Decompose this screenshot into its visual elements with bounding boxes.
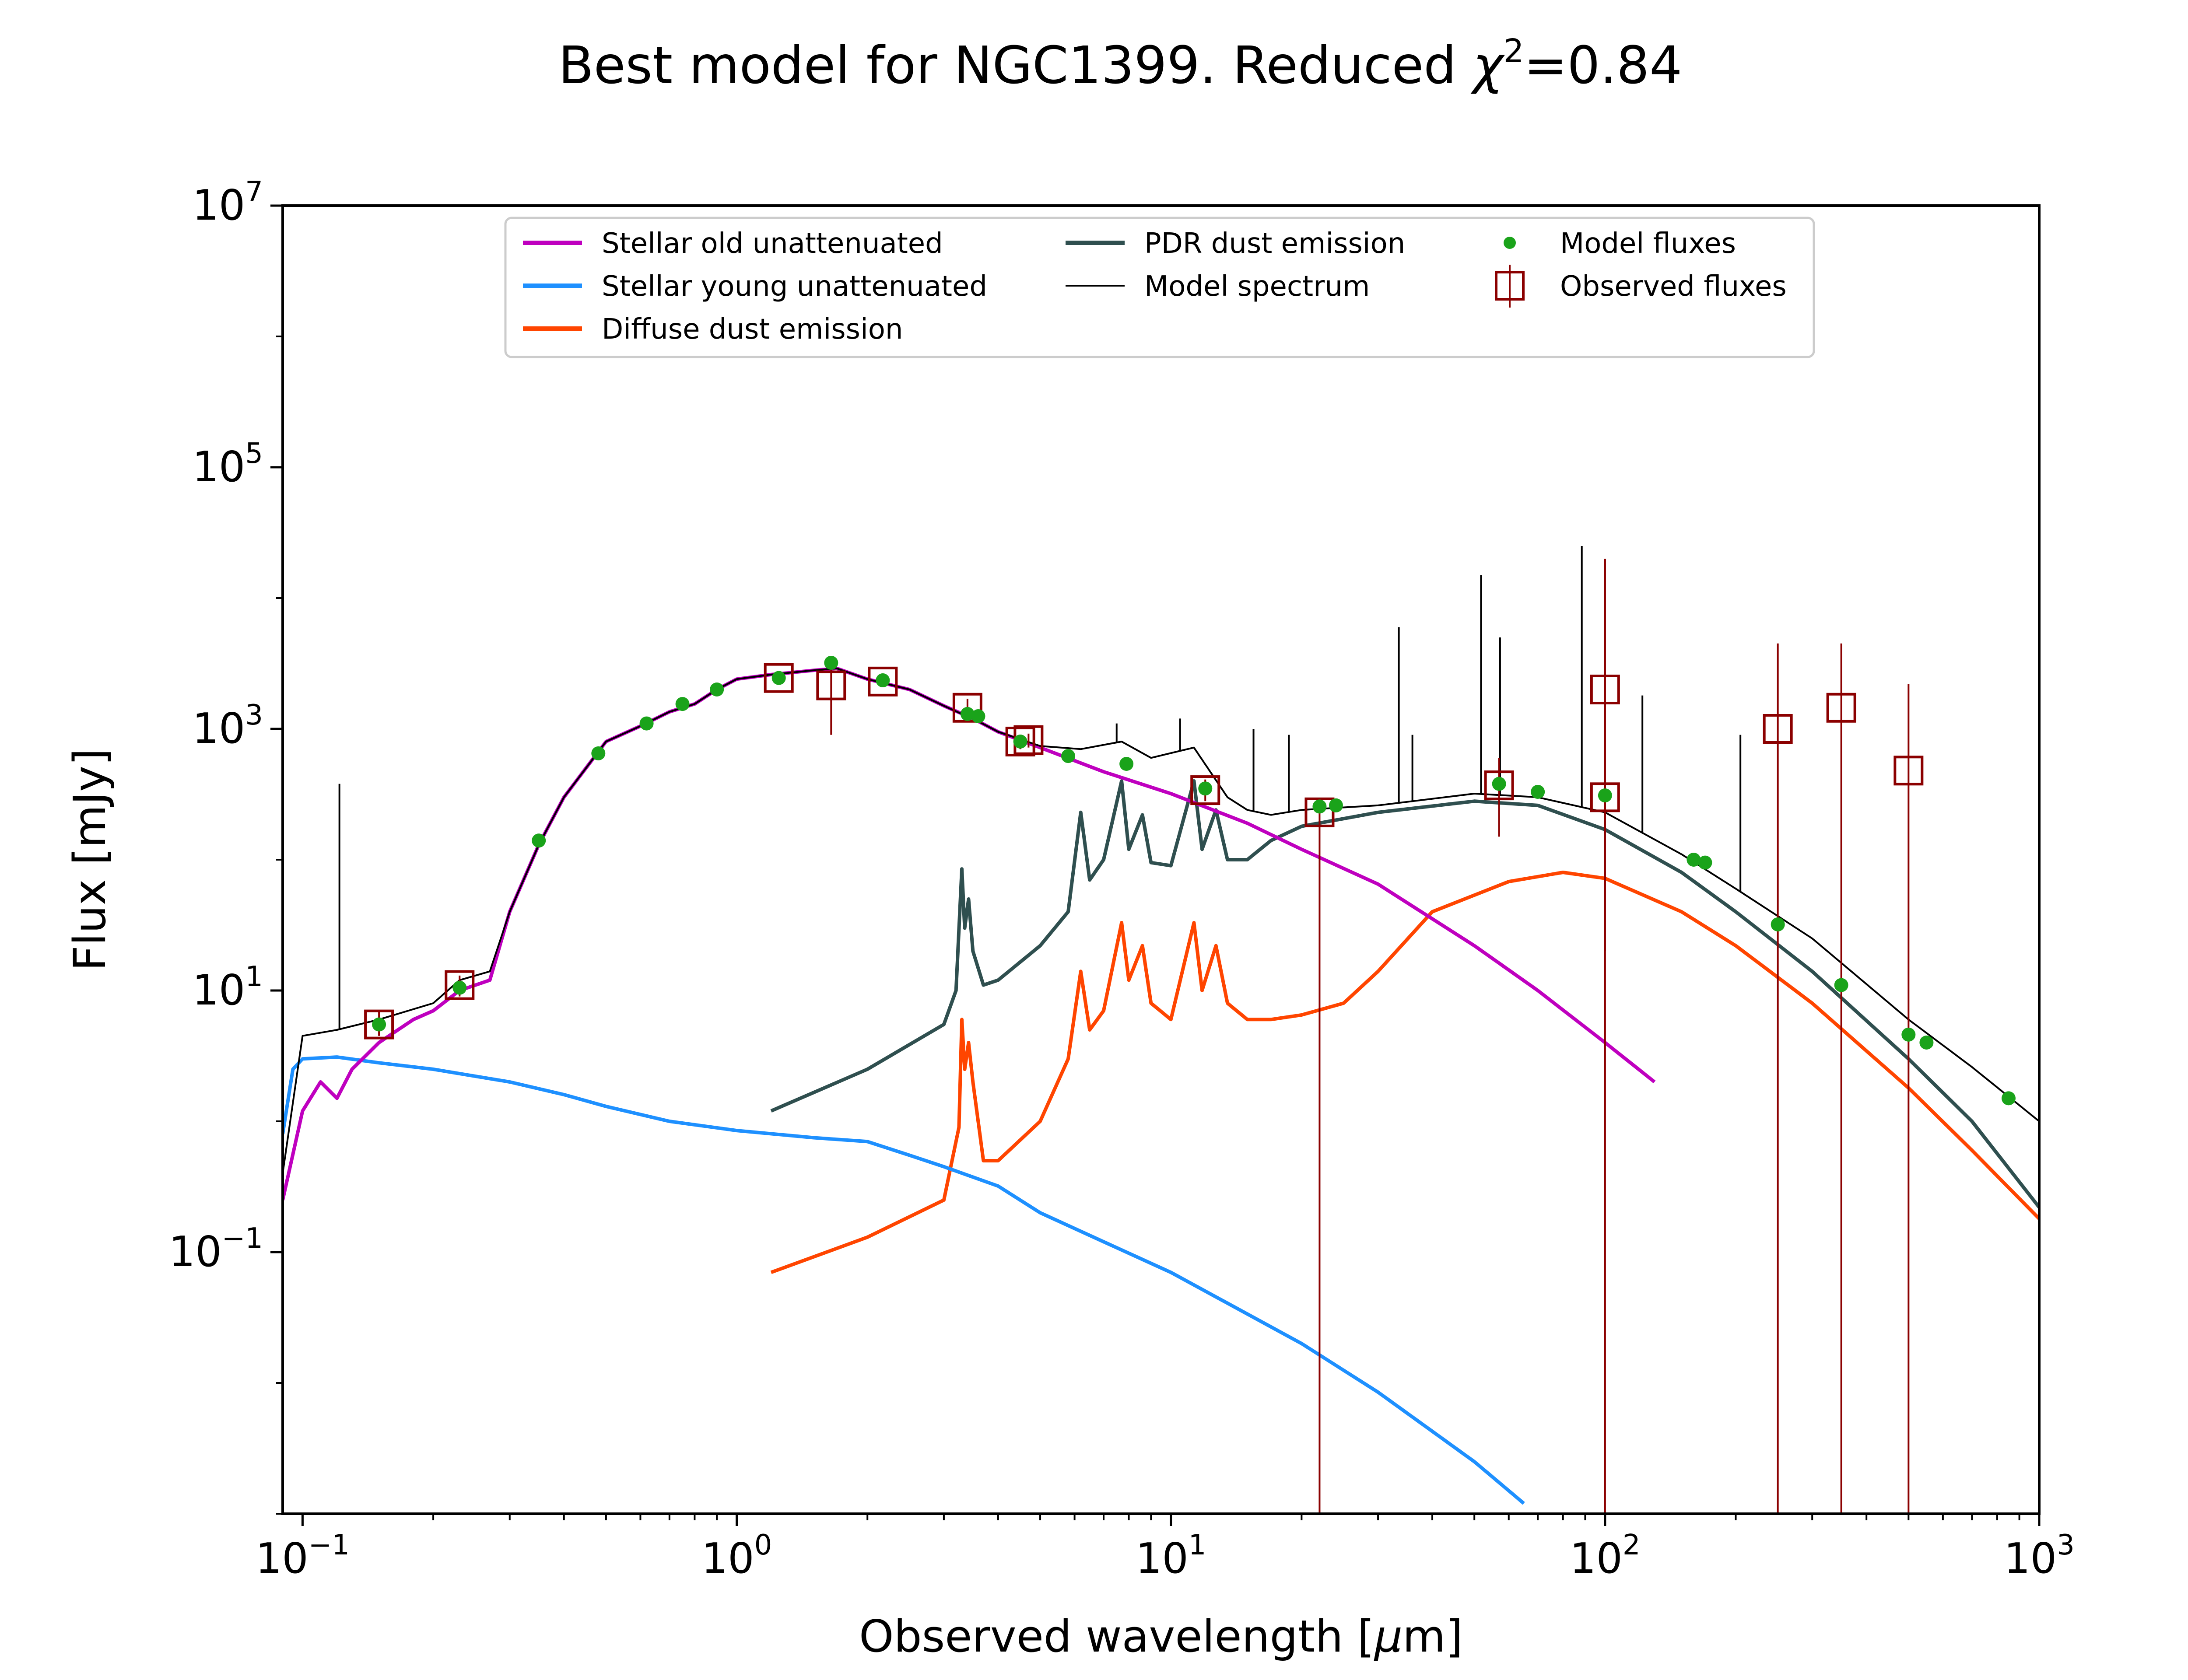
legend-entry-pdr-dust: PDR dust emission bbox=[1066, 228, 1405, 260]
y-tick-label: 103 bbox=[192, 699, 263, 753]
x-tick-label: 103 bbox=[2004, 1529, 2075, 1583]
y-tick-label: 101 bbox=[192, 961, 263, 1015]
observed-flux-marker bbox=[445, 970, 475, 1000]
model-flux-point bbox=[876, 673, 890, 688]
legend-entry-observed-fluxes: Observed fluxes bbox=[1495, 265, 1787, 308]
series-diffuse-dust-emission bbox=[770, 871, 2039, 1274]
model-flux-point bbox=[1698, 855, 1712, 870]
observed-flux-marker bbox=[816, 670, 846, 700]
observed-flux-marker bbox=[952, 693, 982, 723]
model-flux-point bbox=[372, 1017, 386, 1032]
model-flux-point bbox=[1119, 757, 1134, 771]
model-flux-point bbox=[710, 682, 724, 696]
legend-label-pdr-dust: PDR dust emission bbox=[1144, 228, 1405, 260]
marker-layer bbox=[364, 558, 2016, 1514]
x-tick-label: 102 bbox=[1570, 1529, 1641, 1583]
legend-entry-stellar-old: Stellar old unattenuated bbox=[523, 228, 943, 260]
legend-label-observed-fluxes: Observed fluxes bbox=[1560, 270, 1787, 303]
legend-label-diffuse-dust: Diffuse dust emission bbox=[602, 313, 903, 346]
legend-box bbox=[504, 217, 1815, 358]
model-flux-point bbox=[1492, 777, 1506, 791]
model-flux-point bbox=[1531, 784, 1545, 799]
y-tick-label: 105 bbox=[192, 438, 263, 491]
legend-label-stellar-young: Stellar young unattenuated bbox=[602, 270, 987, 303]
legend-swatch-model-fluxes bbox=[1504, 237, 1516, 249]
observed-flux-marker bbox=[364, 1009, 394, 1040]
observed-flux-marker bbox=[764, 663, 794, 693]
y-tick-label: 107 bbox=[192, 176, 263, 230]
model-flux-point bbox=[960, 707, 975, 721]
legend-label-model-spectrum: Model spectrum bbox=[1144, 270, 1370, 303]
x-axis: 10−1 100 101 102 103 bbox=[256, 1514, 2075, 1583]
observed-flux-marker bbox=[1826, 693, 1856, 723]
y-axis: 10−1 101 103 105 107 bbox=[169, 176, 283, 1515]
model-flux-point bbox=[1771, 917, 1785, 931]
x-axis-title: Observed wavelength [μm] bbox=[859, 1610, 1463, 1662]
observed-flux-marker bbox=[868, 666, 898, 696]
model-flux-point bbox=[1598, 788, 1612, 803]
model-flux-point bbox=[1061, 749, 1075, 763]
model-flux-point bbox=[639, 716, 654, 731]
x-tick-label: 101 bbox=[1136, 1529, 1206, 1583]
plot-area bbox=[281, 204, 2041, 1515]
model-flux-point bbox=[771, 671, 786, 685]
x-tick-label: 100 bbox=[701, 1529, 772, 1583]
observed-flux-marker bbox=[1190, 775, 1220, 805]
model-flux-point bbox=[1919, 1035, 1934, 1050]
model-flux-point bbox=[591, 746, 606, 760]
model-flux-point bbox=[452, 980, 467, 995]
legend: Stellar old unattenuated Stellar young u… bbox=[504, 217, 1815, 358]
y-tick-label: 10−1 bbox=[169, 1222, 263, 1276]
x-tick-label: 10−1 bbox=[256, 1529, 350, 1583]
observed-flux-marker bbox=[1005, 726, 1035, 756]
observed-flux-marker bbox=[1590, 782, 1620, 812]
observed-flux-marker bbox=[1590, 674, 1620, 704]
legend-entry-stellar-young: Stellar young unattenuated bbox=[523, 270, 987, 303]
model-flux-point bbox=[675, 697, 690, 711]
model-flux-point bbox=[532, 833, 546, 848]
legend-entry-model-fluxes: Model fluxes bbox=[1504, 228, 1736, 260]
legend-label-stellar-old: Stellar old unattenuated bbox=[602, 228, 943, 260]
model-flux-point bbox=[1312, 799, 1327, 814]
model-flux-point bbox=[1687, 853, 1701, 867]
legend-swatch-observed-fluxes bbox=[1495, 271, 1525, 301]
model-flux-point bbox=[824, 655, 838, 670]
model-flux-point bbox=[1198, 781, 1213, 796]
model-flux-point bbox=[1901, 1027, 1916, 1042]
series-stellar-young-unattenuated bbox=[283, 1055, 1525, 1505]
chart-title: Best model for NGC1399. Reduced χ2=0.84 bbox=[558, 32, 1682, 95]
model-flux-point bbox=[971, 709, 985, 724]
observed-flux-marker bbox=[1893, 756, 1924, 786]
observed-flux-marker bbox=[1304, 797, 1335, 827]
observed-flux-marker bbox=[1763, 714, 1793, 744]
legend-entry-model-spectrum: Model spectrum bbox=[1066, 270, 1370, 303]
legend-label-model-fluxes: Model fluxes bbox=[1560, 228, 1736, 260]
model-flux-point bbox=[1834, 978, 1848, 992]
model-flux-point bbox=[1013, 734, 1027, 749]
legend-entry-diffuse-dust: Diffuse dust emission bbox=[523, 313, 903, 346]
model-flux-point bbox=[1329, 798, 1343, 812]
observed-flux-marker bbox=[1484, 770, 1514, 801]
y-axis-title: Flux [mJy] bbox=[64, 749, 116, 971]
model-flux-point bbox=[2001, 1091, 2016, 1106]
